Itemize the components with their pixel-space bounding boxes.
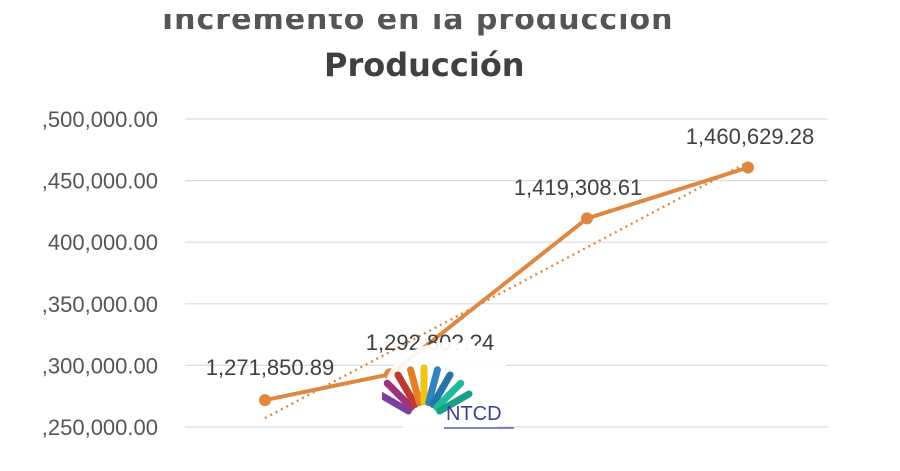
data-labels: 1,271,850.891,292,80?.?41,419,308.611,46…: [206, 124, 814, 380]
chart-title-partial: Incremento en la producción: [162, 2, 674, 37]
trendline: [264, 160, 749, 420]
chart-title: Producción: [324, 46, 525, 84]
trendline-path: [264, 160, 749, 420]
svg-text:NTCD: NTCD: [446, 403, 502, 425]
y-tick-label: ,250,000.00: [42, 415, 158, 440]
series-path: [264, 165, 749, 403]
y-tick-label: ,450,000.00: [42, 169, 158, 194]
ntcd-logo: NTCD: [375, 340, 518, 444]
data-point: [259, 394, 271, 407]
gridlines: [185, 118, 828, 428]
y-axis-ticks: ,250,000.00 ,300,000.00 400,000.00 ,350,000…: [42, 107, 158, 440]
y-tick-label: ,300,000.00: [42, 353, 158, 378]
y-tick-label: ,500,000.00: [42, 107, 158, 132]
y-tick-label: 400,000.00: [48, 230, 158, 255]
data-label: 1,460,629.28: [686, 124, 814, 149]
data-point: [581, 212, 593, 225]
data-label: 1,419,308.61: [514, 175, 642, 200]
data-point: [742, 161, 754, 174]
y-tick-label: ,350,000.00: [42, 292, 158, 317]
data-label: 1,271,850.89: [206, 355, 334, 380]
